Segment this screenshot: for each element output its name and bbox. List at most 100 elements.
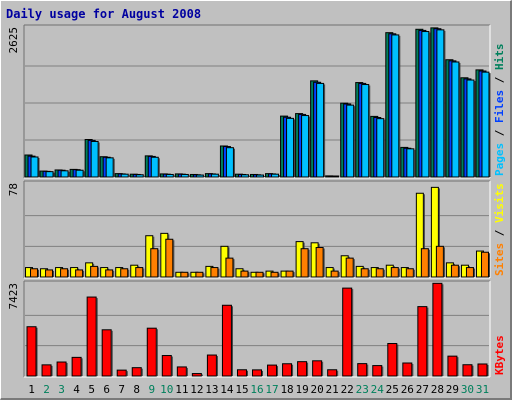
bar-sites-day-27 (420, 248, 429, 278)
bar-pages-day-24 (376, 118, 385, 178)
scale-label: 7423 (7, 283, 20, 310)
day-label-23: 23 (356, 383, 369, 396)
chart-title: Daily usage for August 2008 (6, 7, 201, 21)
day-label-22: 22 (341, 383, 354, 396)
bar-kbytes-day-27 (417, 306, 428, 377)
bar-sites-day-8 (135, 267, 144, 278)
bar-kbytes-day-29 (447, 355, 458, 377)
bar-kbytes-day-3 (56, 361, 67, 377)
bar-kbytes-day-21 (327, 369, 338, 377)
day-label-29: 29 (446, 383, 459, 396)
bar-sites-day-28 (435, 245, 444, 278)
bar-kbytes-day-11 (176, 366, 187, 377)
bar-pages-day-16 (256, 174, 264, 178)
day-label-28: 28 (431, 383, 444, 396)
legend-entry-hits: Hits (493, 44, 506, 71)
bar-pages-day-1 (30, 156, 39, 178)
bar-pages-day-17 (271, 173, 280, 178)
day-label-13: 13 (205, 383, 218, 396)
bar-kbytes-day-2 (41, 364, 52, 377)
bar-kbytes-day-9 (146, 327, 157, 377)
bar-sites-day-25 (390, 267, 399, 278)
bar-kbytes-day-4 (71, 356, 82, 377)
bar-pages-day-30 (466, 79, 475, 178)
bar-kbytes-day-16 (252, 369, 262, 377)
bar-sites-day-14 (225, 257, 234, 278)
legend-entry-sites: Sites (493, 243, 506, 276)
legend-entry-pages: Pages (493, 143, 506, 176)
bar-sites-day-20 (315, 247, 324, 278)
bar-kbytes-day-14 (221, 304, 232, 377)
bar-kbytes-day-10 (161, 355, 172, 377)
day-label-27: 27 (416, 383, 429, 396)
bar-pages-day-28 (436, 29, 445, 178)
day-label-17: 17 (265, 383, 278, 396)
legend-entry-kbytes: KBytes (493, 335, 506, 375)
day-label-31: 31 (476, 383, 489, 396)
bar-pages-day-31 (481, 71, 490, 178)
day-label-30: 30 (461, 383, 474, 396)
series-legend: Sites / Visits (493, 183, 506, 276)
bar-sites-day-31 (480, 251, 489, 278)
day-label-18: 18 (280, 383, 293, 396)
day-label-7: 7 (118, 383, 125, 396)
bar-pages-day-7 (120, 173, 129, 178)
bar-sites-day-11 (180, 271, 189, 278)
bar-sites-day-4 (75, 269, 84, 278)
scale-label: 78 (7, 183, 20, 196)
bar-kbytes-day-26 (402, 362, 413, 377)
panel-background (24, 281, 490, 377)
bar-pages-day-4 (75, 169, 84, 178)
panel-1: 2625 Pages / Files / Hits (7, 24, 506, 179)
bar-pages-day-22 (346, 104, 355, 178)
day-label-20: 20 (311, 383, 324, 396)
bar-pages-day-13 (210, 173, 219, 178)
bar-sites-day-10 (165, 238, 174, 278)
bar-kbytes-day-5 (86, 296, 97, 377)
bar-kbytes-day-18 (282, 363, 293, 377)
day-label-26: 26 (401, 383, 414, 396)
bar-sites-day-7 (120, 268, 129, 278)
bar-sites-day-22 (345, 257, 354, 278)
bar-pages-day-5 (90, 140, 99, 178)
bar-pages-day-8 (135, 174, 144, 178)
bar-pages-day-10 (165, 173, 174, 178)
panel-2: 78 Sites / Visits (7, 180, 506, 279)
bar-kbytes-day-1 (26, 326, 37, 377)
day-label-5: 5 (88, 383, 95, 396)
bar-pages-day-2 (45, 171, 54, 178)
bar-sites-day-24 (375, 268, 384, 278)
bar-sites-day-3 (60, 268, 69, 278)
bar-kbytes-day-8 (131, 367, 142, 377)
day-label-1: 1 (28, 383, 35, 396)
bar-kbytes-day-30 (462, 364, 473, 377)
bar-kbytes-day-17 (267, 364, 278, 377)
bar-pages-day-20 (316, 82, 325, 178)
bar-pages-day-21 (331, 175, 340, 178)
day-label-8: 8 (133, 383, 140, 396)
bar-sites-day-26 (405, 268, 414, 278)
bar-sites-day-1 (30, 268, 39, 278)
bar-kbytes-day-15 (236, 369, 247, 377)
bar-sites-day-16 (255, 271, 264, 278)
day-label-9: 9 (148, 383, 155, 396)
day-label-2: 2 (43, 383, 50, 396)
day-label-6: 6 (103, 383, 110, 396)
day-label-24: 24 (371, 383, 385, 396)
day-label-11: 11 (175, 383, 188, 396)
bar-pages-day-26 (406, 148, 415, 178)
bar-kbytes-day-6 (101, 329, 112, 377)
bar-sites-day-9 (150, 248, 159, 278)
bar-sites-day-30 (465, 267, 474, 278)
bar-sites-day-13 (210, 267, 219, 278)
bar-pages-day-11 (180, 173, 189, 178)
bar-sites-day-23 (360, 268, 369, 278)
bar-kbytes-day-24 (372, 365, 383, 377)
scale-label: 2625 (7, 27, 20, 54)
bar-kbytes-day-25 (387, 343, 398, 377)
bar-kbytes-day-13 (206, 354, 217, 377)
bar-pages-day-27 (421, 31, 430, 178)
bar-sites-day-12 (195, 271, 204, 278)
day-label-12: 12 (190, 383, 203, 396)
